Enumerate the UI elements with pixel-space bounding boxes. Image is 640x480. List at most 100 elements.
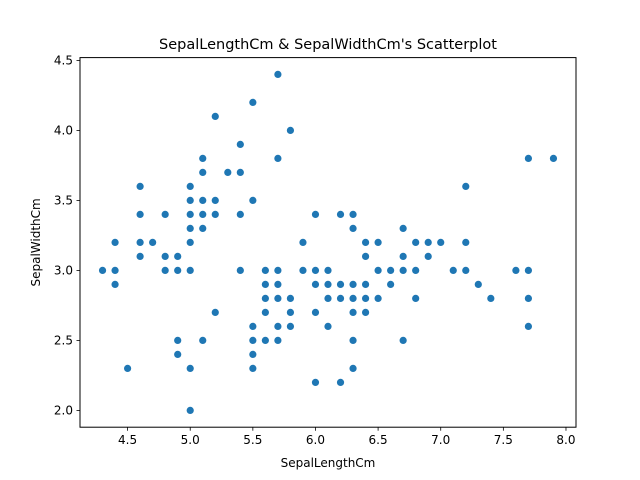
data-point (311, 210, 320, 218)
data-point (336, 210, 345, 218)
data-point (261, 336, 269, 344)
data-point (261, 266, 269, 274)
data-point (324, 294, 332, 302)
x-axis-ticks: 4.5 5.0 5.5 6.0 6.5 7.0 7.5 8.0 (118, 427, 576, 447)
data-point (387, 266, 395, 274)
data-point (261, 280, 269, 288)
data-point (349, 224, 357, 232)
data-point (349, 210, 357, 218)
data-point (111, 280, 119, 288)
data-point (299, 238, 307, 246)
data-point (299, 266, 307, 274)
data-point (136, 252, 144, 260)
data-point (399, 252, 407, 260)
data-point (186, 224, 194, 232)
data-point (199, 336, 207, 344)
data-point (361, 308, 370, 316)
data-point (274, 336, 282, 344)
data-point (186, 182, 194, 190)
x-tick-label: 5.5 (243, 433, 262, 447)
y-axis-ticks: 2.0 2.5 3.0 3.5 4.0 4.5 (54, 54, 80, 418)
data-point (249, 364, 257, 372)
data-point (236, 266, 244, 274)
data-point (249, 350, 257, 358)
x-tick-label: 4.5 (118, 433, 137, 447)
data-point (412, 238, 420, 246)
data-point (349, 364, 357, 372)
data-point (286, 308, 295, 316)
y-tick-label: 3.5 (54, 194, 73, 208)
data-point (211, 112, 219, 120)
y-tick-label: 4.0 (54, 124, 73, 138)
data-point (374, 266, 382, 274)
data-point (286, 126, 295, 134)
data-point (224, 168, 232, 176)
data-point (387, 280, 395, 288)
data-point (249, 336, 257, 344)
x-tick-label: 6.0 (306, 433, 325, 447)
data-point (286, 322, 295, 330)
data-point (186, 196, 194, 204)
chart-title: SepalLengthCm & SepalWidthCm's Scatterpl… (159, 37, 497, 53)
y-axis-title: SepalWidthCm (29, 198, 43, 286)
data-point (136, 238, 144, 246)
data-point (524, 154, 533, 162)
data-point (261, 294, 269, 302)
data-point (274, 70, 282, 78)
data-point (512, 266, 520, 274)
data-point (412, 294, 420, 302)
plot-frame (79, 57, 577, 428)
data-point (349, 308, 357, 316)
data-point (236, 140, 244, 148)
data-point (211, 210, 219, 218)
data-point (111, 238, 119, 246)
data-point (462, 182, 470, 190)
data-point (274, 294, 282, 302)
data-point (349, 280, 357, 288)
points-layer (98, 70, 558, 414)
data-point (487, 294, 495, 302)
data-point (249, 98, 257, 106)
data-point (199, 210, 207, 218)
data-point (424, 238, 432, 246)
data-point (111, 266, 119, 274)
x-tick-label: 8.0 (556, 433, 575, 447)
x-tick-label: 6.5 (369, 433, 388, 447)
data-point (524, 266, 533, 274)
data-point (399, 224, 407, 232)
data-point (186, 364, 194, 372)
data-point (374, 238, 382, 246)
data-point (412, 266, 420, 274)
data-point (336, 280, 345, 288)
data-point (324, 280, 332, 288)
data-point (186, 406, 194, 414)
data-point (474, 280, 482, 288)
data-point (236, 168, 244, 176)
x-axis-title: SepalLengthCm (281, 456, 376, 470)
data-point (274, 266, 282, 274)
data-point (336, 294, 345, 302)
data-point (524, 294, 533, 302)
data-point (161, 266, 169, 274)
data-point (199, 224, 207, 232)
data-point (174, 266, 182, 274)
data-point (261, 308, 269, 316)
data-point (186, 210, 194, 218)
data-point (311, 378, 320, 386)
x-tick-label: 5.0 (181, 433, 200, 447)
y-tick-label: 3.0 (54, 264, 73, 278)
data-point (349, 336, 357, 344)
x-tick-label: 7.0 (431, 433, 450, 447)
data-point (549, 154, 558, 162)
y-tick-label: 2.5 (54, 334, 73, 348)
data-point (136, 182, 144, 190)
data-point (399, 336, 407, 344)
data-point (174, 252, 182, 260)
data-point (324, 322, 332, 330)
data-point (186, 266, 194, 274)
data-point (161, 210, 169, 218)
data-point (361, 294, 370, 302)
data-point (424, 252, 432, 260)
data-point (274, 154, 282, 162)
